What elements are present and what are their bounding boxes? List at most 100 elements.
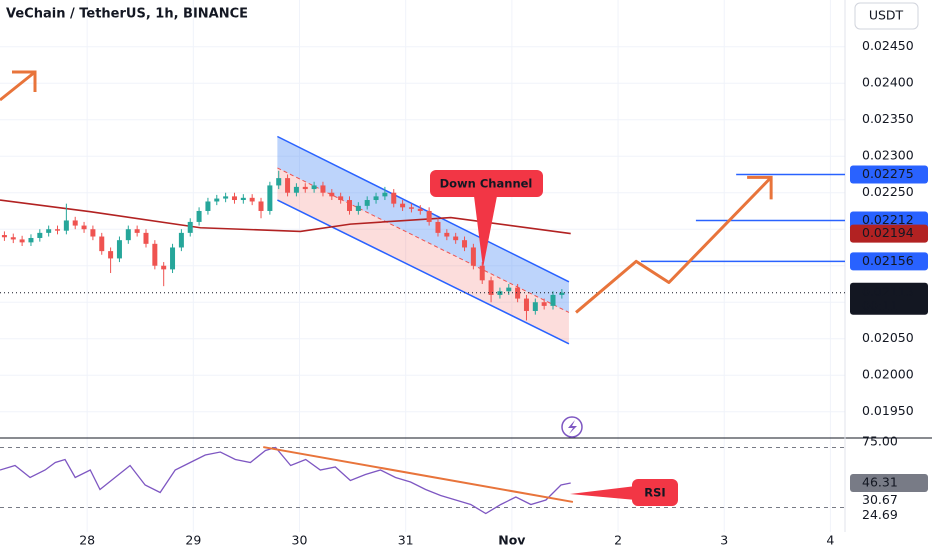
level-label-box <box>850 165 928 184</box>
candle-body <box>479 265 485 281</box>
callout-box <box>632 479 678 506</box>
level-label: 0.02275 <box>862 166 914 181</box>
x-tick-label: 4 <box>826 533 834 548</box>
x-tick-label: 31 <box>398 533 414 548</box>
candle-body <box>293 186 299 193</box>
chart-title: VeChain / TetherUS, 1h, BINANCE <box>6 7 248 22</box>
candle-body <box>320 185 326 193</box>
candle-body <box>99 236 105 252</box>
y-tick-label: 0.01950 <box>862 403 914 418</box>
candle-body <box>108 251 114 259</box>
candle-body <box>532 302 538 311</box>
candle-body <box>28 237 34 243</box>
x-tick-label: Nov <box>498 533 525 548</box>
candle-body <box>302 186 308 190</box>
ma-label: 0.02194 <box>862 225 914 240</box>
candle-body <box>143 232 149 244</box>
rsi-last-label: 46.31 <box>862 475 898 490</box>
moving-average <box>0 199 571 235</box>
candle-body <box>134 229 140 233</box>
candle-body <box>382 192 388 197</box>
rsi-side-label: 24.69 <box>862 507 898 522</box>
candle-body <box>72 220 78 226</box>
callout-text: Down Channel <box>440 177 533 191</box>
candle-body <box>462 240 468 248</box>
candle-body <box>364 200 370 206</box>
rsi-trendline <box>263 446 574 503</box>
candle-body <box>559 292 565 295</box>
y-tick-label: 0.02300 <box>862 148 914 163</box>
rsi-side-label: 30.67 <box>862 492 898 507</box>
candle-body <box>258 201 264 211</box>
candle-body <box>267 185 273 211</box>
current-price-box <box>850 282 928 315</box>
candle-body <box>116 240 122 259</box>
candle-body <box>152 243 158 266</box>
candle-body <box>276 178 282 186</box>
candle-body <box>338 196 344 201</box>
currency-box[interactable] <box>854 2 919 30</box>
candle-body <box>417 208 423 211</box>
candle-body <box>63 220 69 231</box>
y-tick-label: 0.02450 <box>862 38 914 53</box>
candle-body <box>541 302 547 306</box>
projection-arrowhead <box>747 175 773 200</box>
candle-body <box>187 221 193 233</box>
candle-body <box>46 229 52 233</box>
candle-body <box>1 235 7 238</box>
candle-body <box>400 203 406 208</box>
callout-pointer <box>474 196 497 268</box>
candle-body <box>515 287 521 299</box>
channel-middle <box>277 167 570 313</box>
candle-body <box>231 196 237 201</box>
candle-body <box>170 247 176 270</box>
candle-body <box>37 232 43 238</box>
rsi-line <box>0 446 571 515</box>
x-tick-label: 29 <box>185 533 201 548</box>
countdown: 00:11 <box>862 298 898 313</box>
y-tick-label: 0.02350 <box>862 111 914 126</box>
candle-body <box>10 237 16 240</box>
projection-path <box>575 176 773 314</box>
candle-body <box>240 197 246 201</box>
candle-body <box>391 192 397 204</box>
current-price-label: 0.02113 <box>862 284 914 299</box>
candle-body <box>19 239 25 243</box>
y-tick-label: 0.02400 <box>862 75 914 90</box>
candle-body <box>223 196 229 199</box>
candle-body <box>205 201 211 211</box>
callout-text: RSI <box>644 486 665 500</box>
candle-body <box>161 265 167 270</box>
level-label: 0.02156 <box>862 253 914 268</box>
channel-lower-fill <box>277 167 569 344</box>
channel-upper-fill <box>277 136 569 313</box>
candle-body <box>497 291 503 295</box>
rsi-tick-label: 75.00 <box>862 434 898 449</box>
callout-box <box>430 170 543 197</box>
y-tick-label: 0.02000 <box>862 367 914 382</box>
x-tick-label: 30 <box>292 533 308 548</box>
candle-body <box>355 205 361 211</box>
candle-body <box>373 196 379 201</box>
candle-body <box>311 185 317 190</box>
level-label: 0.02212 <box>862 212 914 227</box>
candle-body <box>435 221 441 233</box>
candle-body <box>408 207 414 209</box>
candle-body <box>506 287 512 292</box>
candle-body <box>178 232 184 248</box>
candle-body <box>444 232 450 237</box>
x-tick-label: 2 <box>614 533 622 548</box>
candle-body <box>249 197 255 202</box>
y-tick-label: 0.02250 <box>862 184 914 199</box>
candle-body <box>488 280 494 295</box>
candle-body <box>90 229 96 237</box>
candle-body <box>285 178 291 193</box>
candle-body <box>550 294 556 306</box>
y-tick-label: 0.02050 <box>862 330 914 345</box>
grid <box>0 0 845 532</box>
channel-upper <box>277 135 570 283</box>
candle-body <box>55 229 61 231</box>
x-tick-label: 3 <box>720 533 728 548</box>
lightning <box>568 420 577 434</box>
